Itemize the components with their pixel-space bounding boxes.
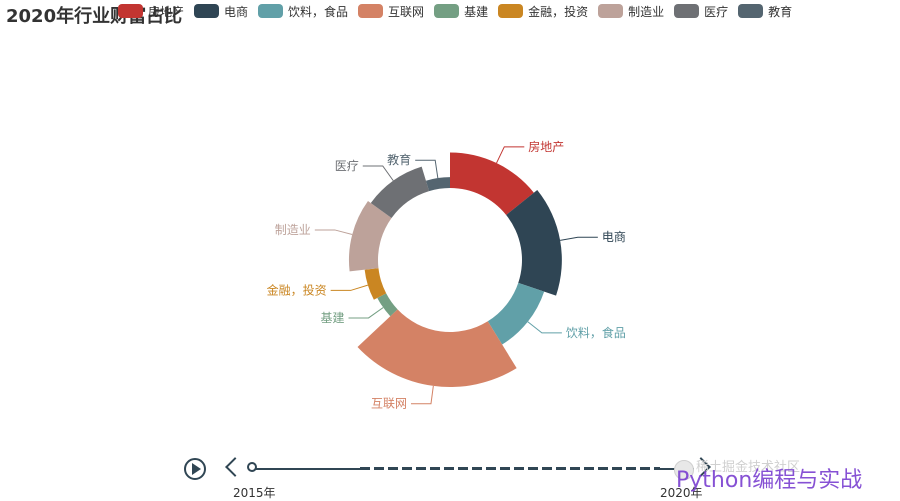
- legend-label: 教育: [768, 4, 793, 19]
- legend-item[interactable]: 基建: [434, 3, 488, 20]
- legend-swatch: [258, 4, 284, 18]
- legend: 房地产 电商 饮料，食品 互联网 基建 金融，投资 制造业 医疗 教育: [118, 3, 802, 19]
- slice-leader-line: [348, 307, 384, 319]
- slice[interactable]: [425, 177, 450, 192]
- slice[interactable]: [348, 200, 392, 272]
- watermark-main: Python编程与实战: [676, 468, 863, 493]
- slice-label: 基建: [320, 311, 344, 325]
- slice-leader-line: [496, 146, 525, 164]
- slice[interactable]: [364, 268, 387, 300]
- timeline-handle[interactable]: [247, 462, 257, 472]
- slice-leader-line: [560, 236, 598, 241]
- legend-item[interactable]: 电商: [194, 3, 248, 20]
- legend-label: 医疗: [704, 4, 729, 19]
- slice[interactable]: [370, 166, 430, 218]
- legend-swatch: [434, 4, 460, 18]
- slice-label: 医疗: [335, 159, 359, 173]
- slice-label: 制造业: [275, 223, 311, 237]
- legend-swatch: [498, 4, 524, 18]
- legend-item[interactable]: 房地产: [118, 3, 184, 20]
- legend-label: 基建: [464, 4, 489, 19]
- play-icon[interactable]: [184, 458, 206, 480]
- legend-label: 电商: [224, 4, 249, 19]
- slice[interactable]: [377, 293, 398, 317]
- slice-label: 教育: [387, 152, 411, 167]
- legend-label: 饮料，食品: [288, 4, 349, 19]
- legend-item[interactable]: 金融，投资: [498, 3, 588, 20]
- timeline-label-start[interactable]: 2015年: [233, 486, 276, 500]
- legend-swatch: [194, 4, 220, 18]
- prev-icon[interactable]: [225, 457, 245, 477]
- slice-label: 互联网: [371, 397, 407, 411]
- slice[interactable]: [450, 152, 534, 215]
- timeline[interactable]: 2015年 2020年 稀土掘金技术社区 Python编程与实战: [0, 440, 900, 500]
- slice-label: 房地产: [528, 139, 564, 154]
- slice-label: 金融，投资: [267, 282, 327, 297]
- legend-swatch: [358, 4, 384, 18]
- slice-leader-line: [410, 385, 434, 405]
- timeline-label-end[interactable]: 2020年: [660, 486, 703, 500]
- slice-leader-line: [527, 321, 562, 334]
- legend-swatch: [598, 4, 624, 18]
- slice-leader-line: [330, 284, 369, 291]
- legend-swatch: [674, 4, 700, 18]
- legend-label: 互联网: [388, 4, 425, 19]
- timeline-progress: [360, 467, 660, 470]
- legend-item[interactable]: 医疗: [674, 3, 728, 20]
- legend-label: 金融，投资: [528, 4, 589, 19]
- legend-item[interactable]: 互联网: [358, 3, 424, 20]
- slice-leader-line: [415, 159, 439, 179]
- slice-leader-line: [314, 229, 353, 235]
- legend-item[interactable]: 教育: [738, 3, 792, 20]
- legend-item[interactable]: 饮料，食品: [258, 3, 348, 20]
- slice[interactable]: [487, 282, 545, 345]
- slice-label: 电商: [602, 229, 626, 244]
- legend-label: 制造业: [628, 4, 665, 19]
- slice[interactable]: [357, 309, 517, 387]
- legend-swatch: [738, 4, 764, 18]
- slice-leader-line: [362, 165, 394, 181]
- slice-label: 饮料，食品: [566, 325, 626, 340]
- watermark-logo-icon: [674, 460, 694, 480]
- legend-item[interactable]: 制造业: [598, 3, 664, 20]
- slice[interactable]: [506, 189, 562, 296]
- watermark-text: 稀土掘金技术社区: [696, 460, 801, 475]
- legend-label: 房地产: [148, 4, 185, 19]
- legend-swatch: [118, 4, 143, 18]
